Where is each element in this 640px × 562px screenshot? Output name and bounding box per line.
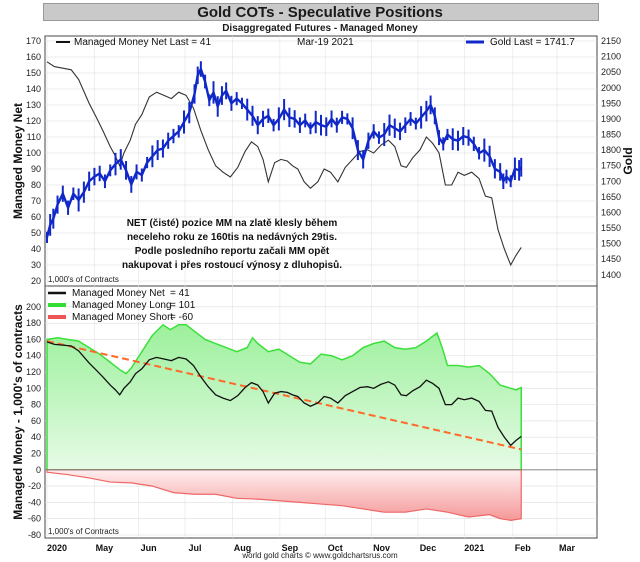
- top-right-tick-label: 1750: [601, 161, 621, 171]
- managed-money-short-area: [46, 469, 522, 521]
- bottom-tick-label: 120: [26, 367, 41, 377]
- legend-gold-label: Gold Last = 1741.7: [490, 37, 575, 48]
- legend-mm-short-label: Managed Money Short: [72, 312, 173, 323]
- top-right-tick-label: 2000: [601, 83, 621, 93]
- bottom-tick-label: 100: [26, 383, 41, 393]
- x-tick-label: Jun: [141, 543, 157, 553]
- gold-price-bars: [46, 61, 523, 243]
- top-right-tick-label: 1450: [601, 254, 621, 264]
- top-left-tick-label: 20: [31, 276, 41, 286]
- top-right-tick-label: 1500: [601, 239, 621, 249]
- top-right-tick-label: 2150: [601, 36, 621, 46]
- top-right-tick-label: 1900: [601, 114, 621, 124]
- top-left-tick-label: 120: [26, 116, 41, 126]
- managed-money-long-area: [46, 323, 522, 471]
- x-tick-label: 2021: [464, 543, 484, 553]
- top-right-axis-ticks: 1400 1450 1500 1550 1600 1650 1700 1750 1800 1850…: [601, 36, 621, 280]
- top-left-tick-label: 40: [31, 244, 41, 254]
- trend-line: [46, 340, 522, 451]
- top-right-tick-label: 2050: [601, 67, 621, 77]
- annotation-line-2: neceleho roku ze 160tis na nedávných 29t…: [127, 232, 337, 243]
- bottom-tick-label: 80: [31, 400, 41, 410]
- x-tick-label: Mar: [559, 543, 576, 553]
- bottom-y-axis-title: Managed Money - 1,000's of contracts: [11, 304, 25, 520]
- x-axis-month-labels: 2020 May Jun Jul Aug Sep Oct Nov Dec 2021 Feb Mar: [47, 543, 576, 553]
- x-tick-label: Dec: [420, 543, 437, 553]
- bottom-tick-label: 160: [26, 334, 41, 344]
- bottom-tick-label: 180: [26, 318, 41, 328]
- annotation-line-1: NET (čisté) pozice MM na zlatě klesly bě…: [127, 218, 338, 229]
- top-right-tick-label: 1700: [601, 176, 621, 186]
- top-y2-axis-title: Gold: [621, 147, 635, 174]
- top-unit-note: 1,000's of Contracts: [48, 275, 119, 284]
- chart-title: Gold COTs - Speculative Positions: [197, 4, 443, 21]
- top-panel-frame: [44, 35, 598, 287]
- bottom-legend: Managed Money Net = 41 Managed Money Lon…: [48, 288, 196, 323]
- top-left-tick-label: 50: [31, 228, 41, 238]
- bottom-tick-label: -40: [28, 497, 41, 507]
- bottom-tick-label: 140: [26, 351, 41, 361]
- legend-mm-short-value: = -60: [170, 312, 194, 323]
- top-left-tick-label: 60: [31, 212, 41, 222]
- x-tick-label: Nov: [373, 543, 390, 553]
- x-tick-label: 2020: [47, 543, 67, 553]
- top-left-tick-label: 130: [26, 100, 41, 110]
- bottom-tick-label: 200: [26, 302, 41, 312]
- legend-net-label: Managed Money Net Last = 41: [74, 37, 211, 48]
- bottom-tick-label: 0: [36, 465, 41, 475]
- annotation-line-3: Podle posledního reportu začali MM opět: [135, 246, 330, 257]
- top-right-tick-label: 1950: [601, 98, 621, 108]
- annotation-line-4: nakupovat i přes rostoucí výnosy z dluho…: [122, 259, 342, 271]
- top-left-tick-label: 170: [26, 36, 41, 46]
- top-right-tick-label: 1600: [601, 207, 621, 217]
- top-right-tick-label: 2100: [601, 52, 621, 62]
- top-left-tick-label: 140: [26, 84, 41, 94]
- top-left-tick-label: 150: [26, 68, 41, 78]
- x-tick-label: May: [96, 543, 114, 553]
- top-right-tick-label: 1850: [601, 130, 621, 140]
- managed-money-net-line-bottom: [46, 341, 522, 447]
- top-left-axis-ticks: 20 30 40 50 60 70 80 90 100 110 120 130 140 150 160 170: [26, 36, 41, 286]
- bottom-tick-label: -80: [28, 530, 41, 540]
- top-right-tick-label: 1800: [601, 145, 621, 155]
- bottom-unit-note: 1,000's of Contracts: [48, 527, 119, 536]
- bottom-tick-label: 60: [31, 416, 41, 426]
- legend-mm-long-value: = 101: [170, 300, 196, 311]
- top-left-tick-label: 110: [27, 132, 41, 142]
- legend-mm-net-value: = 41: [170, 288, 190, 299]
- bottom-tick-label: 20: [31, 449, 41, 459]
- top-left-tick-label: 70: [31, 196, 41, 206]
- x-tick-label: Jul: [189, 543, 202, 553]
- top-right-tick-label: 1400: [601, 270, 621, 280]
- x-tick-label: Feb: [515, 543, 532, 553]
- top-right-tick-label: 1550: [601, 223, 621, 233]
- legend-mm-long-label: Managed Money Long: [72, 300, 172, 311]
- legend-date: Mar-19 2021: [297, 37, 354, 48]
- top-left-tick-label: 160: [26, 52, 41, 62]
- title-bar: [43, 3, 599, 21]
- managed-money-net-line: [46, 61, 522, 267]
- footer-credit: world gold charts © www.goldchartsrus.co…: [241, 551, 398, 560]
- bottom-tick-label: 40: [31, 432, 41, 442]
- top-left-tick-label: 90: [31, 164, 41, 174]
- x-tick-label: Aug: [234, 543, 252, 553]
- bottom-tick-label: -20: [28, 481, 41, 491]
- bottom-axis-ticks: -80 -60 -40 -20 0 20 40 60 80 100 120 140 160 180 200: [26, 302, 41, 540]
- top-left-tick-label: 80: [31, 180, 41, 190]
- top-left-tick-label: 100: [26, 148, 41, 158]
- top-y-axis-title: Managed Money Net: [11, 103, 25, 219]
- top-right-tick-label: 1650: [601, 192, 621, 202]
- x-tick-label: Sep: [282, 543, 299, 553]
- chart-subtitle: Disaggregated Futures - Managed Money: [222, 23, 418, 34]
- bottom-tick-label: -60: [28, 514, 41, 524]
- x-tick-label: Oct: [328, 543, 343, 553]
- legend-mm-net-label: Managed Money Net: [72, 288, 165, 299]
- top-left-tick-label: 30: [31, 260, 41, 270]
